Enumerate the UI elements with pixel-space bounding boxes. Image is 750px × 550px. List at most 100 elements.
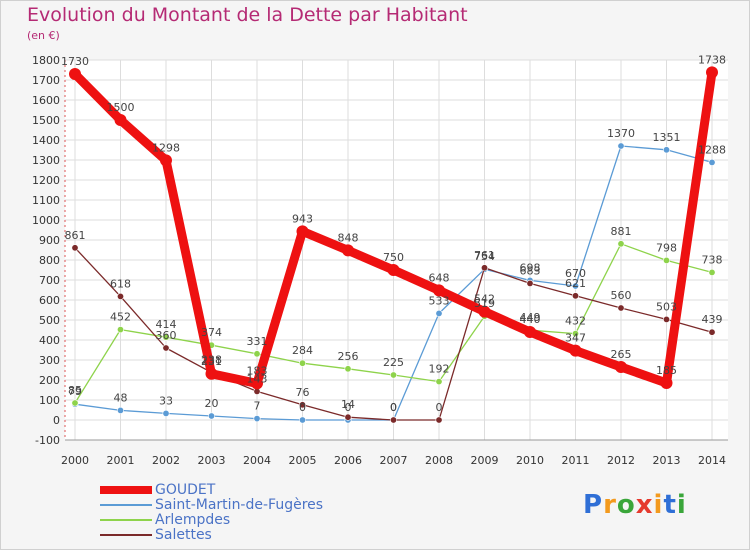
y-tick-label: 800 <box>39 254 60 267</box>
legend-swatch <box>100 486 152 494</box>
data-point <box>298 416 306 424</box>
data-point <box>526 279 534 287</box>
data-label: 79 <box>68 385 82 398</box>
y-tick-label: 1800 <box>32 54 60 67</box>
y-tick-label: 1600 <box>32 94 60 107</box>
data-label: 143 <box>247 372 268 385</box>
data-point <box>708 158 716 166</box>
data-label: 48 <box>114 391 128 404</box>
chart-legend: GOUDET Saint-Martin-de-Fugères Arlempdes Sa… <box>100 483 460 543</box>
data-label: 374 <box>201 326 222 339</box>
data-label: 7 <box>254 400 261 413</box>
data-label: 1288 <box>698 143 726 156</box>
data-label: 256 <box>338 350 359 363</box>
legend-item: GOUDET <box>100 483 460 498</box>
data-label: 503 <box>656 300 677 313</box>
data-point <box>117 292 125 300</box>
data-point <box>117 326 125 334</box>
data-point <box>205 367 218 380</box>
data-point <box>114 114 127 126</box>
data-label: 519 <box>474 297 495 310</box>
data-point <box>480 264 488 272</box>
legend-swatch <box>100 534 152 536</box>
data-label: 0 <box>345 401 352 414</box>
data-label: 0 <box>299 401 306 414</box>
data-point <box>298 401 306 409</box>
logo-letter: i <box>676 490 687 520</box>
x-tick-label: 2000 <box>61 454 89 467</box>
data-label: 670 <box>565 267 586 280</box>
data-label: 231 <box>201 355 222 368</box>
y-tick-label: 1300 <box>32 154 60 167</box>
data-label: 618 <box>110 277 131 290</box>
x-tick-label: 2013 <box>653 454 681 467</box>
data-label: 1370 <box>607 127 635 140</box>
legend-label: GOUDET <box>155 482 216 498</box>
data-point <box>615 361 627 373</box>
data-point <box>162 333 170 341</box>
data-point <box>435 378 443 386</box>
data-label: 33 <box>159 394 173 407</box>
data-point <box>387 264 400 276</box>
data-label: 183 <box>247 364 268 377</box>
data-label: 621 <box>565 277 586 290</box>
data-label: 265 <box>611 348 632 361</box>
data-point <box>117 406 125 414</box>
data-label: 798 <box>656 241 677 254</box>
y-tick-label: 1100 <box>32 194 60 207</box>
y-tick-label: 1400 <box>32 134 60 147</box>
logo-letter: o <box>616 490 636 520</box>
data-label: 331 <box>247 335 268 348</box>
proxiti-logo: Proxiti <box>583 490 687 520</box>
data-point <box>662 256 670 264</box>
data-point <box>71 399 79 407</box>
data-point <box>662 146 670 154</box>
data-label: 648 <box>429 271 450 284</box>
y-tick-label: 1500 <box>32 114 60 127</box>
y-tick-label: 400 <box>39 334 60 347</box>
data-point <box>708 268 716 276</box>
data-label: 439 <box>702 313 723 326</box>
data-point <box>571 282 579 290</box>
data-point <box>298 359 306 367</box>
legend-swatch <box>100 519 152 521</box>
y-tick-label: 900 <box>39 234 60 247</box>
data-point <box>342 244 354 257</box>
y-tick-label: 1000 <box>32 214 60 227</box>
y-tick-label: 200 <box>39 374 60 387</box>
x-tick-label: 2009 <box>471 454 499 467</box>
x-tick-label: 2008 <box>425 454 453 467</box>
data-label: 284 <box>292 344 313 357</box>
data-label: 738 <box>702 253 723 266</box>
data-label: 347 <box>565 332 586 345</box>
chart-title: Evolution du Montant de la Dette par Hab… <box>27 4 468 26</box>
data-label: 225 <box>383 356 404 369</box>
data-point <box>344 413 352 421</box>
data-point <box>435 309 443 317</box>
data-label: 683 <box>520 264 541 277</box>
data-point <box>571 330 579 338</box>
data-label: 754 <box>474 250 495 263</box>
y-tick-label: 1700 <box>32 74 60 87</box>
data-point <box>253 350 261 358</box>
data-point <box>162 344 170 352</box>
y-tick-label: 100 <box>39 394 60 407</box>
data-point <box>208 412 216 420</box>
data-label: 440 <box>520 313 541 326</box>
data-point <box>251 377 263 390</box>
legend-label: Salettes <box>155 527 212 543</box>
y-tick-label: 0 <box>53 414 60 427</box>
data-label: 185 <box>656 364 677 377</box>
legend-item: Salettes <box>100 528 460 543</box>
data-label: 861 <box>65 229 86 242</box>
data-point <box>617 240 625 248</box>
legend-label: Saint-Martin-de-Fugères <box>155 497 324 513</box>
logo-letter: r <box>603 490 617 520</box>
data-point <box>478 305 491 318</box>
data-point <box>524 326 536 338</box>
data-point <box>69 68 81 80</box>
logo-letter: P <box>583 490 604 520</box>
plot-area <box>65 60 728 440</box>
data-point <box>571 292 579 300</box>
